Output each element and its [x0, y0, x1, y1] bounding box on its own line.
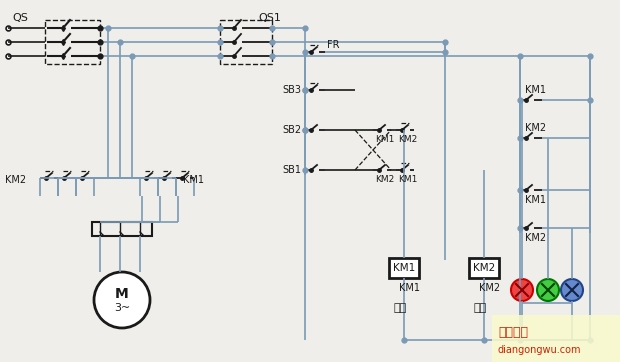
Text: 电工之屋: 电工之屋 [498, 327, 528, 340]
Text: KM2: KM2 [473, 263, 495, 273]
Text: KM2: KM2 [525, 233, 546, 243]
Text: 反转: 反转 [474, 303, 487, 313]
Text: KM1: KM1 [398, 176, 417, 185]
Text: KM2: KM2 [375, 176, 394, 185]
Text: KM2: KM2 [479, 283, 500, 293]
Circle shape [561, 279, 583, 301]
Text: 3~: 3~ [114, 303, 130, 313]
Bar [389, 258, 419, 278]
Text: KM1: KM1 [375, 135, 394, 144]
Bar [492, 315, 620, 362]
Circle shape [94, 272, 150, 328]
Text: QS1: QS1 [258, 13, 281, 23]
Text: KM1: KM1 [183, 175, 204, 185]
Text: KM1: KM1 [525, 85, 546, 95]
Text: KM2: KM2 [525, 123, 546, 133]
Text: KM1: KM1 [393, 263, 415, 273]
Text: KM1: KM1 [399, 283, 420, 293]
Bar [92, 222, 152, 236]
Text: KM2: KM2 [398, 135, 417, 144]
Text: SB1: SB1 [282, 165, 301, 175]
Bar [469, 258, 499, 278]
Text: FR: FR [327, 40, 340, 50]
Text: M: M [115, 287, 129, 301]
Text: KM1: KM1 [525, 195, 546, 205]
Text: QS: QS [12, 13, 28, 23]
Text: KM2: KM2 [5, 175, 26, 185]
Text: SB2: SB2 [282, 125, 301, 135]
Text: 正转: 正转 [394, 303, 407, 313]
Text: SB3: SB3 [282, 85, 301, 95]
Circle shape [537, 279, 559, 301]
Text: diangongwu.com: diangongwu.com [498, 345, 582, 355]
Circle shape [511, 279, 533, 301]
